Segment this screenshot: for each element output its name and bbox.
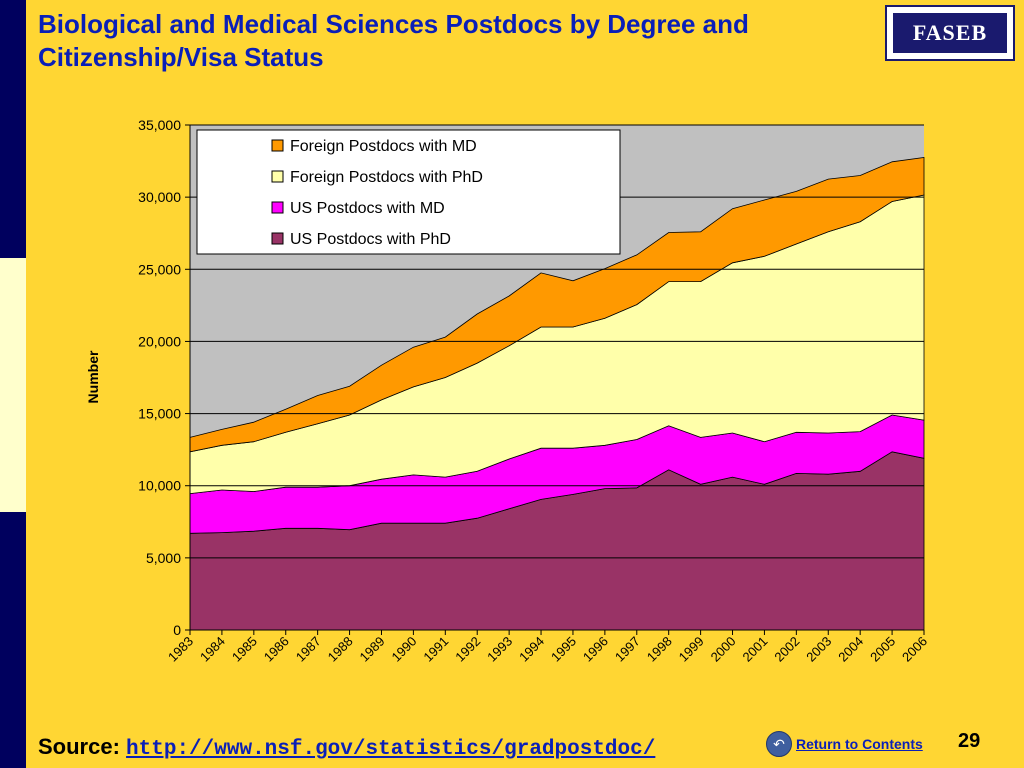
- x-tick-label: 1984: [197, 634, 228, 665]
- y-tick-labels: 0 5,000 10,000 15,000 20,000 25,000 30,000 35,0…: [138, 117, 181, 638]
- legend-box: [196, 129, 621, 255]
- x-tick-label: 2006: [899, 634, 930, 665]
- legend-items: Foreign Postdocs with MD Foreign Postdocs…: [271, 138, 483, 248]
- x-tick-label: 1993: [484, 634, 515, 665]
- faseb-logo: FASEB: [885, 5, 1015, 61]
- legend-swatch: [271, 232, 284, 245]
- y-tick-label: 15,000: [138, 406, 181, 422]
- x-tick-labels: 1983 1984 1985 1986 1987 1988 1989 1990 1991 1992…: [165, 634, 930, 665]
- x-tick-label: 1995: [548, 634, 579, 665]
- legend-label: US Postdocs with MD: [290, 200, 445, 217]
- x-tick-label: 1992: [452, 634, 483, 665]
- x-tick-label: 1996: [580, 634, 611, 665]
- y-tick-label: 20,000: [138, 333, 181, 349]
- y-axis-label: Number: [85, 350, 101, 403]
- axes: [185, 124, 925, 635]
- x-tick-label: 1988: [325, 634, 356, 665]
- y-tick-label: 0: [173, 622, 181, 638]
- y-tick-label: 5,000: [146, 550, 181, 566]
- source-line: Source: http://www.nsf.gov/statistics/gr…: [38, 734, 655, 761]
- faseb-logo-text: FASEB: [893, 13, 1007, 53]
- legend-swatch: [271, 201, 284, 214]
- x-tick-label: 2001: [739, 634, 770, 665]
- x-tick-label: 1989: [357, 634, 388, 665]
- x-tick-label: 1998: [644, 634, 675, 665]
- series-area-foreign-postdocs-with-md: [189, 157, 925, 453]
- x-tick-label: 2004: [835, 634, 866, 665]
- return-to-contents-button[interactable]: ↶ Return to Contents: [766, 730, 923, 758]
- legend-swatch: [271, 139, 284, 152]
- x-tick-label: 1999: [676, 634, 707, 665]
- x-tick-label: 2005: [867, 634, 898, 665]
- page-number: 29: [958, 730, 981, 752]
- return-to-contents-label: Return to Contents: [796, 736, 923, 752]
- legend-label: US Postdocs with PhD: [290, 231, 451, 248]
- y-tick-label: 35,000: [138, 117, 181, 133]
- x-tick-label: 1983: [165, 634, 196, 665]
- x-tick-label: 1991: [420, 634, 451, 665]
- x-tick-label: 1985: [229, 634, 260, 665]
- x-tick-label: 2003: [803, 634, 834, 665]
- source-link[interactable]: http://www.nsf.gov/statistics/gradpostdo…: [126, 738, 656, 761]
- x-tick-label: 1986: [261, 634, 292, 665]
- return-arrow-icon: ↶: [766, 731, 792, 757]
- legend: Foreign Postdocs with MD Foreign Postdocs…: [196, 129, 621, 255]
- x-tick-label: 2000: [708, 634, 739, 665]
- x-tick-label: 2002: [771, 634, 802, 665]
- x-tick-label: 1990: [388, 634, 419, 665]
- legend-label: Foreign Postdocs with MD: [290, 138, 477, 155]
- x-tick-label: 1987: [293, 634, 324, 665]
- y-tick-label: 10,000: [138, 478, 181, 494]
- slide-title: Biological and Medical Sciences Postdocs…: [38, 9, 749, 72]
- legend-swatch: [271, 170, 284, 183]
- left-accent-bar-light-segment: [0, 258, 26, 512]
- x-tick-label: 1997: [612, 634, 643, 665]
- legend-label: Foreign Postdocs with PhD: [290, 169, 483, 186]
- source-label: Source:: [38, 734, 120, 759]
- y-tick-label: 30,000: [138, 189, 181, 205]
- y-tick-label: 25,000: [138, 261, 181, 277]
- x-tick-label: 1994: [516, 634, 547, 665]
